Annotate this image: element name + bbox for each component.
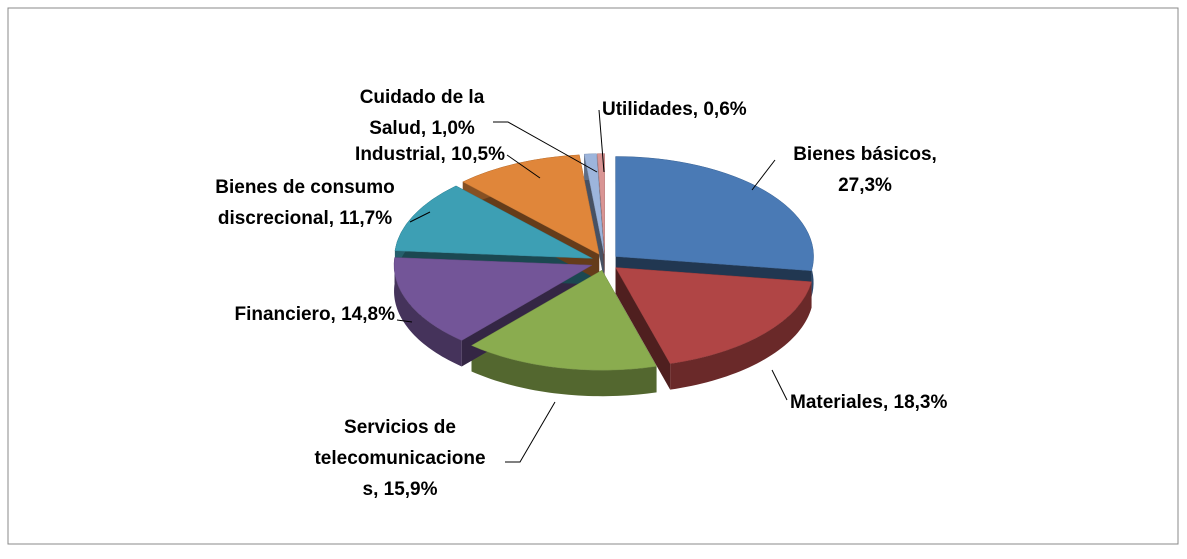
slice xyxy=(597,153,605,254)
data-label: Materiales, 18,3% xyxy=(790,392,947,413)
leader-line xyxy=(409,211,431,223)
leader-line xyxy=(396,319,413,323)
data-label: Bienes de consumo discrecional, 11,7% xyxy=(215,177,395,229)
slice xyxy=(615,156,814,271)
slice-side xyxy=(471,345,657,397)
data-label-line: Financiero, 14,8% xyxy=(234,304,395,325)
data-label: Utilidades, 0,6% xyxy=(602,99,747,120)
leader-line xyxy=(493,121,598,173)
slice-side xyxy=(394,257,462,367)
leader-line xyxy=(751,159,776,191)
slice xyxy=(583,153,605,254)
leader-line xyxy=(506,154,541,179)
data-label: Cuidado de la Salud, 1,0% xyxy=(360,87,485,139)
data-label-line: Bienes de consumo xyxy=(215,177,395,198)
slice xyxy=(615,267,812,364)
data-label-line: discrecional, 11,7% xyxy=(218,208,392,229)
slice xyxy=(393,257,593,341)
data-label-line: Bienes básicos, xyxy=(793,144,937,165)
data-label: Bienes básicos, 27,3% xyxy=(793,144,937,196)
slice xyxy=(462,154,600,255)
slice-side xyxy=(670,281,812,390)
slice xyxy=(394,185,593,259)
data-label-line: s, 15,9% xyxy=(363,479,438,500)
data-label: Industrial, 10,5% xyxy=(355,144,505,165)
pie-tops xyxy=(393,153,814,371)
data-label-line: Materiales, 18,3% xyxy=(790,392,947,413)
data-label-line: Industrial, 10,5% xyxy=(355,144,505,165)
slice-wall xyxy=(615,267,671,390)
leader-line xyxy=(505,401,556,463)
data-label-line: Utilidades, 0,6% xyxy=(602,99,747,120)
data-label-line: Salud, 1,0% xyxy=(369,118,475,139)
slice-wall xyxy=(584,154,605,280)
leader-line xyxy=(598,109,605,173)
data-label: Financiero, 14,8% xyxy=(234,304,395,325)
data-label-line: Cuidado de la xyxy=(360,87,485,108)
data-label-line: telecomunicacione xyxy=(314,448,485,469)
data-label-line: Servicios de xyxy=(344,417,456,438)
leader-line xyxy=(771,369,788,401)
slice xyxy=(471,269,657,371)
data-label: Servicios de telecomunicacione s, 15,9% xyxy=(314,417,485,500)
data-label-line: 27,3% xyxy=(838,175,892,196)
